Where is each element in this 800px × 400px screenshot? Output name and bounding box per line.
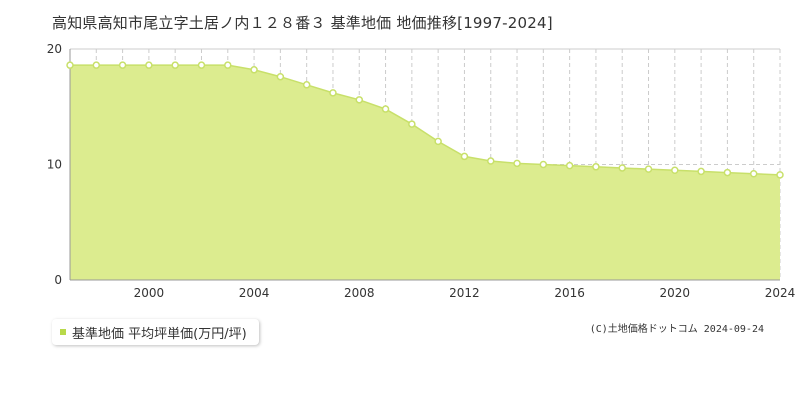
x-tick-label-2008: 2008 [344, 286, 375, 300]
data-point-1998 [92, 61, 101, 69]
series-area-fill [70, 65, 780, 280]
legend: 基準地価 平均坪単価(万円/坪) [52, 319, 259, 345]
data-point-2021 [697, 167, 705, 176]
data-point-2001 [171, 61, 179, 69]
data-point-2017 [592, 163, 600, 171]
data-points [66, 61, 784, 179]
data-point-2015 [539, 160, 548, 169]
tick-labels: 0 10 20 2000 2004 2008 2012 2016 2020 2024 [47, 42, 796, 300]
x-tick-label-2004: 2004 [239, 286, 270, 300]
x-tick-label-2016: 2016 [554, 286, 585, 300]
axes-layer [69, 49, 780, 281]
x-tick-label-2012: 2012 [449, 286, 480, 300]
copyright-text: (C)土地価格ドットコム 2024-09-24 [589, 324, 764, 335]
y-tick-label-20: 20 [47, 42, 62, 56]
data-point-2008 [355, 96, 364, 104]
data-point-1997 [66, 61, 74, 69]
y-tick-label-10: 10 [47, 158, 62, 172]
data-point-2003 [224, 61, 232, 69]
data-point-2005 [276, 72, 285, 81]
data-point-2009 [381, 105, 390, 113]
series-line [70, 64, 781, 176]
y-tick-label-0: 0 [54, 273, 62, 287]
data-point-2012 [460, 152, 469, 161]
data-point-1999 [118, 61, 127, 69]
data-point-2011 [434, 137, 442, 146]
data-point-2018 [618, 164, 626, 172]
chart-title: 高知県高知市尾立字土居ノ内１２８番３ 基準地価 地価推移[1997-2024] [52, 14, 553, 32]
data-point-2007 [329, 89, 337, 97]
data-point-2004 [250, 66, 258, 74]
data-point-2000 [145, 61, 153, 69]
data-point-2020 [671, 166, 679, 175]
data-point-2013 [486, 157, 495, 165]
legend-swatch [60, 329, 66, 335]
data-point-2002 [197, 61, 206, 69]
data-point-2024 [776, 171, 784, 179]
x-tick-label-2020: 2020 [660, 286, 691, 300]
data-point-2016 [565, 161, 574, 170]
data-point-2022 [723, 168, 732, 177]
data-point-2019 [644, 165, 653, 173]
data-point-2014 [513, 159, 521, 168]
x-tick-label-2024: 2024 [765, 286, 796, 300]
x-tick-label-2000: 2000 [134, 286, 165, 300]
data-point-2006 [302, 81, 311, 89]
data-point-2010 [408, 120, 416, 128]
legend-label: 基準地価 平均坪単価(万円/坪) [72, 326, 247, 342]
data-point-2023 [749, 169, 758, 178]
